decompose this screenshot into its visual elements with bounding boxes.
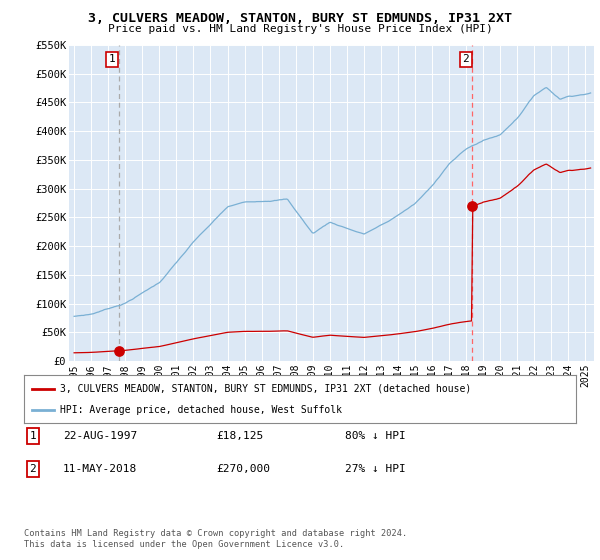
Text: 27% ↓ HPI: 27% ↓ HPI [345,464,406,474]
Text: HPI: Average price, detached house, West Suffolk: HPI: Average price, detached house, West… [60,405,342,416]
Text: 2: 2 [29,464,37,474]
Text: 1: 1 [29,431,37,441]
Text: Contains HM Land Registry data © Crown copyright and database right 2024.
This d: Contains HM Land Registry data © Crown c… [24,529,407,549]
Text: 2: 2 [462,54,469,64]
Text: £18,125: £18,125 [216,431,263,441]
Text: 80% ↓ HPI: 80% ↓ HPI [345,431,406,441]
Text: 22-AUG-1997: 22-AUG-1997 [63,431,137,441]
Point [114,346,124,355]
Text: 3, CULVERS MEADOW, STANTON, BURY ST EDMUNDS, IP31 2XT (detached house): 3, CULVERS MEADOW, STANTON, BURY ST EDMU… [60,384,471,394]
Text: 11-MAY-2018: 11-MAY-2018 [63,464,137,474]
Text: 3, CULVERS MEADOW, STANTON, BURY ST EDMUNDS, IP31 2XT: 3, CULVERS MEADOW, STANTON, BURY ST EDMU… [88,12,512,25]
Text: 1: 1 [109,54,115,64]
Point [467,202,477,211]
Text: £270,000: £270,000 [216,464,270,474]
Text: Price paid vs. HM Land Registry's House Price Index (HPI): Price paid vs. HM Land Registry's House … [107,24,493,34]
